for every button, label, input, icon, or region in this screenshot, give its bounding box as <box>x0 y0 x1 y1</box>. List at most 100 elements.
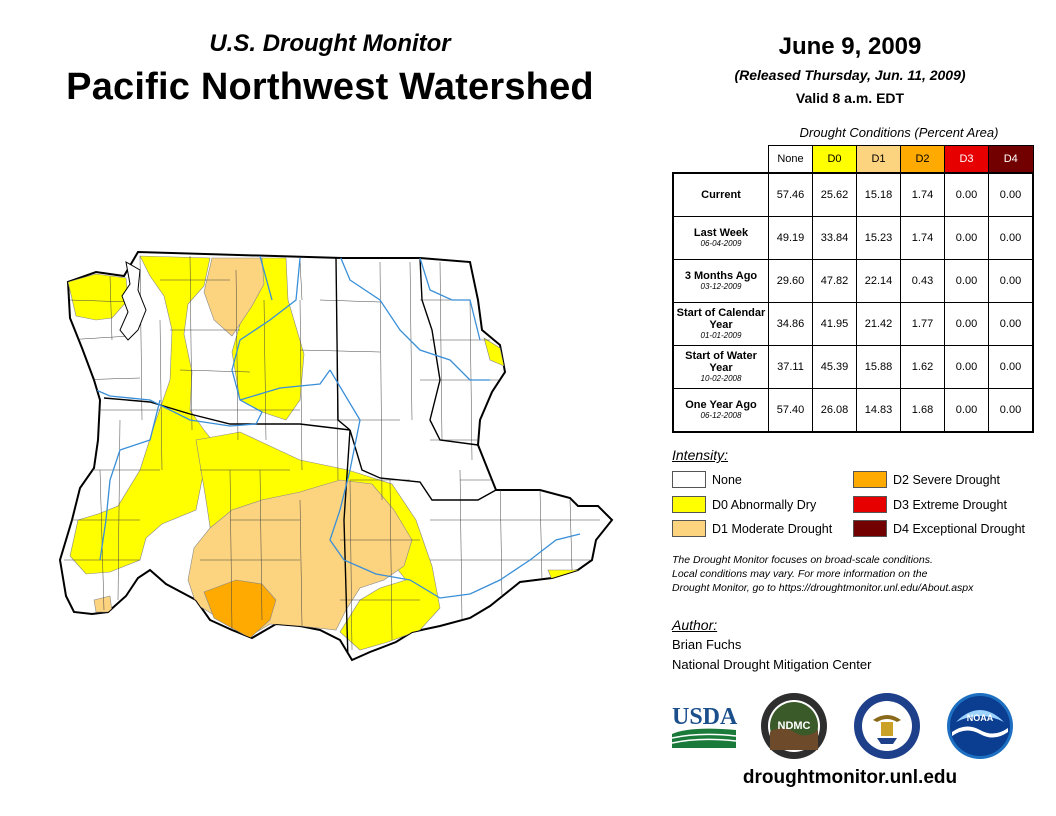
author-org: National Drought Mitigation Center <box>672 657 872 672</box>
table-cell: 1.74 <box>900 172 945 217</box>
row-label: Current <box>672 172 769 217</box>
table-cell: 1.77 <box>900 302 945 346</box>
table-cell: 0.43 <box>900 259 945 303</box>
legend-label: D2 Severe Drought <box>893 472 1001 487</box>
monitor-title: U.S. Drought Monitor <box>209 30 451 57</box>
table-cell: 0.00 <box>988 172 1034 217</box>
legend-label: D0 Abnormally Dry <box>712 497 817 512</box>
legend-label: None <box>712 472 742 487</box>
region-title: Pacific Northwest Watershed <box>66 66 594 108</box>
legend-swatch <box>853 496 887 513</box>
legend-item-d4: D4 Exceptional Drought <box>853 520 1025 537</box>
legend-label: D4 Exceptional Drought <box>893 521 1026 536</box>
table-cell: 0.00 <box>988 388 1034 433</box>
column-header: None <box>768 145 813 174</box>
table-cell: 0.00 <box>988 302 1034 346</box>
table-cell: 47.82 <box>812 259 857 303</box>
table-cell: 26.08 <box>812 388 857 433</box>
website-link[interactable]: droughtmonitor.unl.edu <box>742 767 958 788</box>
table-cell: 1.62 <box>900 345 945 389</box>
column-header: D3 <box>944 145 989 174</box>
valid-time: Valid 8 a.m. EDT <box>795 90 905 106</box>
author-name: Brian Fuchs <box>672 637 742 652</box>
eagle-seal-icon <box>873 715 901 744</box>
table-row: Start of Calendar Year 01-01-2009 34.86 4… <box>672 302 1034 346</box>
puget-sound-coastline <box>119 261 147 341</box>
table-cell: 21.42 <box>856 302 901 346</box>
table-cell: 0.00 <box>944 302 989 346</box>
county-boundaries <box>64 255 600 651</box>
table-cell: 57.40 <box>768 388 813 433</box>
table-cell: 0.00 <box>988 259 1034 303</box>
table-cell: 0.00 <box>944 172 989 217</box>
usda-logo: USDA <box>671 704 738 748</box>
drought-map <box>58 250 614 662</box>
table-cell: 0.00 <box>944 345 989 389</box>
conditions-caption: Drought Conditions (Percent Area) <box>799 125 999 140</box>
table-cell: 41.95 <box>812 302 857 346</box>
release-date: (Released Thursday, Jun. 11, 2009) <box>734 67 966 83</box>
table-cell: 0.00 <box>944 259 989 303</box>
table-row: Last Week 06-04-2009 49.19 33.84 15.23 1.… <box>672 216 1034 260</box>
table-cell: 49.19 <box>768 216 813 260</box>
table-cell: 33.84 <box>812 216 857 260</box>
column-header: D2 <box>900 145 945 174</box>
row-label: Start of Water Year 10-02-2008 <box>672 345 769 389</box>
row-label: Start of Calendar Year 01-01-2009 <box>672 302 769 346</box>
legend-item-d1: D1 Moderate Drought <box>672 520 832 537</box>
table-row: Start of Water Year 10-02-2008 37.11 45.3… <box>672 345 1034 389</box>
rivers <box>95 255 581 599</box>
state-boundaries <box>103 257 497 660</box>
table-cell: 34.86 <box>768 302 813 346</box>
legend-label: D1 Moderate Drought <box>712 521 833 536</box>
table-cell: 15.18 <box>856 172 901 217</box>
noaa-logo: NOAA <box>947 693 1013 759</box>
table-cell: 0.00 <box>988 216 1034 260</box>
row-label: Last Week 06-04-2009 <box>672 216 769 260</box>
svg-text:NOAA: NOAA <box>967 713 994 723</box>
column-header: D1 <box>856 145 901 174</box>
table-cell: 14.83 <box>856 388 901 433</box>
map-date: June 9, 2009 <box>778 33 922 60</box>
legend-swatch <box>672 496 706 513</box>
table-cell: 57.46 <box>768 172 813 217</box>
disclaimer-note: The Drought Monitor focuses on broad-sca… <box>672 553 1032 595</box>
legend-swatch <box>672 520 706 537</box>
column-header: D0 <box>812 145 857 174</box>
note-line: Drought Monitor, go to https://droughtmo… <box>672 582 974 594</box>
legend-item-d2: D2 Severe Drought <box>853 471 1000 488</box>
legend-swatch <box>853 520 887 537</box>
table-row: One Year Ago 06-12-2008 57.40 26.08 14.83… <box>672 388 1034 433</box>
legend-swatch <box>853 471 887 488</box>
table-row: 3 Months Ago 03-12-2009 29.60 47.82 22.14… <box>672 259 1034 303</box>
svg-text:NDMC: NDMC <box>778 720 811 732</box>
legend-item-none: None <box>672 471 742 488</box>
table-cell: 37.11 <box>768 345 813 389</box>
table-row: Current 57.46 25.62 15.18 1.74 0.00 0.00 <box>672 172 1034 217</box>
table-cell: 0.00 <box>944 216 989 260</box>
table-cell: 1.74 <box>900 216 945 260</box>
row-label: 3 Months Ago 03-12-2009 <box>672 259 769 303</box>
svg-text:USDA: USDA <box>672 704 738 730</box>
ndmc-logo: NDMC <box>761 693 827 759</box>
row-label: One Year Ago 06-12-2008 <box>672 388 769 433</box>
note-line: The Drought Monitor focuses on broad-sca… <box>672 554 933 566</box>
legend-item-d0: D0 Abnormally Dry <box>672 496 816 513</box>
table-cell: 25.62 <box>812 172 857 217</box>
d2-severe-drought-areas <box>203 579 277 639</box>
table-cell: 0.00 <box>988 345 1034 389</box>
table-cell: 45.39 <box>812 345 857 389</box>
legend-item-d3: D3 Extreme Drought <box>853 496 1007 513</box>
table-cell: 1.68 <box>900 388 945 433</box>
commerce-seal-logo <box>854 693 920 759</box>
table-cell: 29.60 <box>768 259 813 303</box>
table-cell: 15.88 <box>856 345 901 389</box>
table-cell: 22.14 <box>856 259 901 303</box>
conditions-table: None D0 D1 D2 D3 D4 Current 57.46 25.62 … <box>672 145 1034 433</box>
note-line: Local conditions may vary. For more info… <box>672 568 928 580</box>
author-title: Author: <box>672 617 718 633</box>
table-cell: 0.00 <box>944 388 989 433</box>
legend-label: D3 Extreme Drought <box>893 497 1007 512</box>
legend-swatch <box>672 471 706 488</box>
column-header: D4 <box>988 145 1034 174</box>
